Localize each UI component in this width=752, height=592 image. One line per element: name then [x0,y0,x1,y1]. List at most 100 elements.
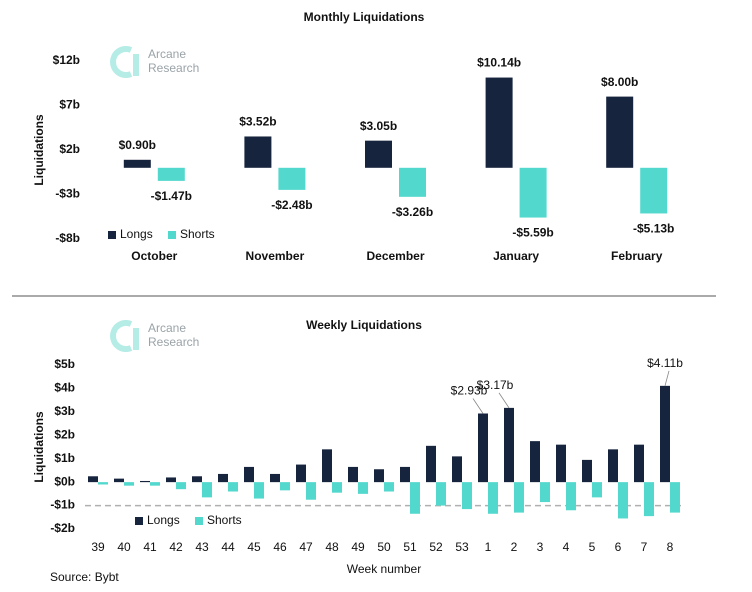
bar [462,482,472,510]
bar [644,482,654,517]
y-axis-label: Liquidations [32,411,46,483]
bar [504,407,514,483]
bar [485,77,513,168]
x-tick-label: 48 [325,540,339,554]
x-tick-label: 49 [351,540,365,554]
data-label: $4.11b [647,356,683,370]
bar [296,464,306,483]
legend-label: Shorts [207,513,242,527]
y-tick-label: $4b [54,381,75,395]
x-tick-label: 53 [455,540,469,554]
chart-title: Weekly Liquidations [306,318,422,332]
bar [150,482,160,486]
bar [218,473,228,483]
x-tick-label: 46 [273,540,287,554]
bar [608,449,618,483]
x-tick-label: 42 [169,540,183,554]
data-label: -$2.48b [271,198,312,212]
bar [566,482,576,511]
bar [426,445,436,483]
bar [228,482,238,492]
bar [530,441,540,483]
bar [254,482,264,499]
y-tick-label: -$3b [55,187,80,201]
bar [140,480,150,483]
legend-swatch [108,231,116,239]
watermark: Research [148,335,199,349]
bar [488,482,498,514]
bar [374,469,384,483]
data-label: -$1.47b [151,189,192,203]
x-tick-label: 41 [143,540,157,554]
x-tick-label: December [366,249,424,263]
legend-swatch [135,517,143,525]
x-tick-label: 47 [299,540,313,554]
data-label: $3.17b [477,378,514,392]
y-tick-label: $7b [59,98,80,112]
data-label: $0.90b [119,138,156,152]
data-label: $3.52b [239,115,276,129]
data-label: $2.93b [451,384,488,398]
x-tick-label: 7 [641,540,648,554]
logo-arc [110,320,133,352]
bar [358,482,368,494]
x-tick-label: 40 [117,540,131,554]
leader-line [498,392,510,409]
logo-arc [110,46,133,78]
bar [540,482,550,503]
x-tick-label: November [246,249,305,263]
data-label: $3.05b [360,119,397,133]
bar [192,476,202,483]
bar [436,482,446,506]
bar [634,444,644,483]
x-tick-label: 2 [511,540,518,554]
legend-label: Shorts [180,227,215,241]
leader-line [664,370,670,386]
bar [176,482,186,490]
bar [365,140,392,168]
data-label: -$3.26b [392,205,433,219]
y-tick-label: $1b [54,451,75,465]
y-tick-label: $0b [54,474,75,488]
data-label: -$5.13b [633,222,674,236]
y-tick-label: $5b [54,357,75,371]
data-label: $8.00b [601,75,638,89]
bar [478,413,488,483]
source: Source: Bybt [50,570,119,584]
x-tick-label: 51 [403,540,417,554]
data-label: -$5.59b [512,226,553,240]
bar [556,444,566,483]
watermark: Arcane [148,47,186,61]
bar [410,482,420,514]
y-tick-label: $3b [54,404,75,418]
bar [166,477,176,483]
watermark: Research [148,61,199,75]
bar [519,167,547,218]
y-axis-label: Liquidations [32,114,46,186]
bar [124,482,134,486]
y-tick-label: -$2b [50,521,75,535]
bar [592,482,602,498]
legend-swatch [195,517,203,525]
bar [244,136,272,168]
bar [322,449,332,483]
bar [670,482,680,513]
x-axis-label: Week number [347,562,421,576]
bar [157,167,185,181]
x-tick-label: 8 [667,540,674,554]
bar [640,167,668,214]
chart-title: Monthly Liquidations [304,10,425,24]
y-tick-label: -$1b [50,498,75,512]
bar [123,159,151,168]
bar [384,482,394,492]
bar [244,466,254,483]
legend-swatch [168,231,176,239]
leader-line [472,398,484,414]
bar [660,385,670,483]
y-tick-label: $2b [54,427,75,441]
x-tick-label: 6 [615,540,622,554]
x-tick-label: 5 [589,540,596,554]
y-tick-label: $2b [59,142,80,156]
bar [618,482,628,519]
